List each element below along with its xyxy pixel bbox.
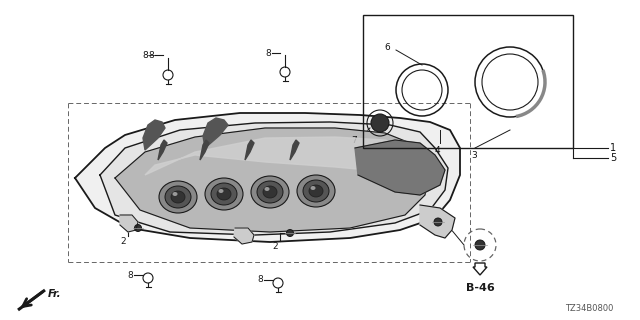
Circle shape [434, 218, 442, 226]
Text: TZ34B0800: TZ34B0800 [565, 304, 613, 313]
Polygon shape [158, 140, 167, 160]
Polygon shape [290, 140, 299, 160]
Text: 5: 5 [610, 153, 616, 163]
Text: 6: 6 [384, 43, 390, 52]
Ellipse shape [218, 189, 223, 193]
Bar [363, 15, 573, 148]
Circle shape [134, 225, 141, 231]
Ellipse shape [159, 181, 197, 213]
Ellipse shape [263, 186, 277, 198]
Ellipse shape [257, 181, 283, 203]
Text: Fr.: Fr. [48, 289, 61, 299]
Text: B-46: B-46 [466, 283, 494, 293]
Ellipse shape [205, 178, 243, 210]
Polygon shape [145, 137, 420, 175]
Text: 8—: 8— [143, 51, 157, 60]
Text: 4: 4 [434, 146, 440, 155]
Polygon shape [115, 128, 430, 232]
Circle shape [371, 114, 389, 132]
Ellipse shape [310, 186, 316, 190]
Ellipse shape [303, 180, 329, 202]
Polygon shape [245, 140, 254, 160]
Polygon shape [355, 140, 445, 195]
Ellipse shape [309, 185, 323, 197]
Text: 1: 1 [610, 143, 616, 153]
Text: 8: 8 [265, 49, 271, 58]
Text: 2: 2 [273, 242, 278, 251]
Polygon shape [420, 205, 455, 238]
Polygon shape [200, 140, 209, 160]
Text: 2: 2 [120, 237, 126, 246]
Ellipse shape [251, 176, 289, 208]
Ellipse shape [264, 187, 269, 191]
Ellipse shape [173, 192, 177, 196]
Ellipse shape [217, 188, 231, 200]
Text: 3: 3 [471, 151, 477, 160]
Polygon shape [203, 118, 228, 148]
Polygon shape [75, 113, 460, 242]
Circle shape [475, 240, 485, 250]
Ellipse shape [171, 191, 185, 203]
Text: 8: 8 [127, 270, 133, 279]
Text: 7: 7 [351, 135, 357, 145]
Ellipse shape [165, 186, 191, 208]
Text: 8: 8 [148, 51, 154, 60]
Polygon shape [234, 228, 254, 244]
Circle shape [287, 229, 294, 236]
Polygon shape [120, 215, 138, 232]
Ellipse shape [211, 183, 237, 205]
Polygon shape [100, 122, 448, 235]
Text: 8: 8 [257, 276, 263, 284]
Polygon shape [143, 120, 165, 150]
Ellipse shape [297, 175, 335, 207]
